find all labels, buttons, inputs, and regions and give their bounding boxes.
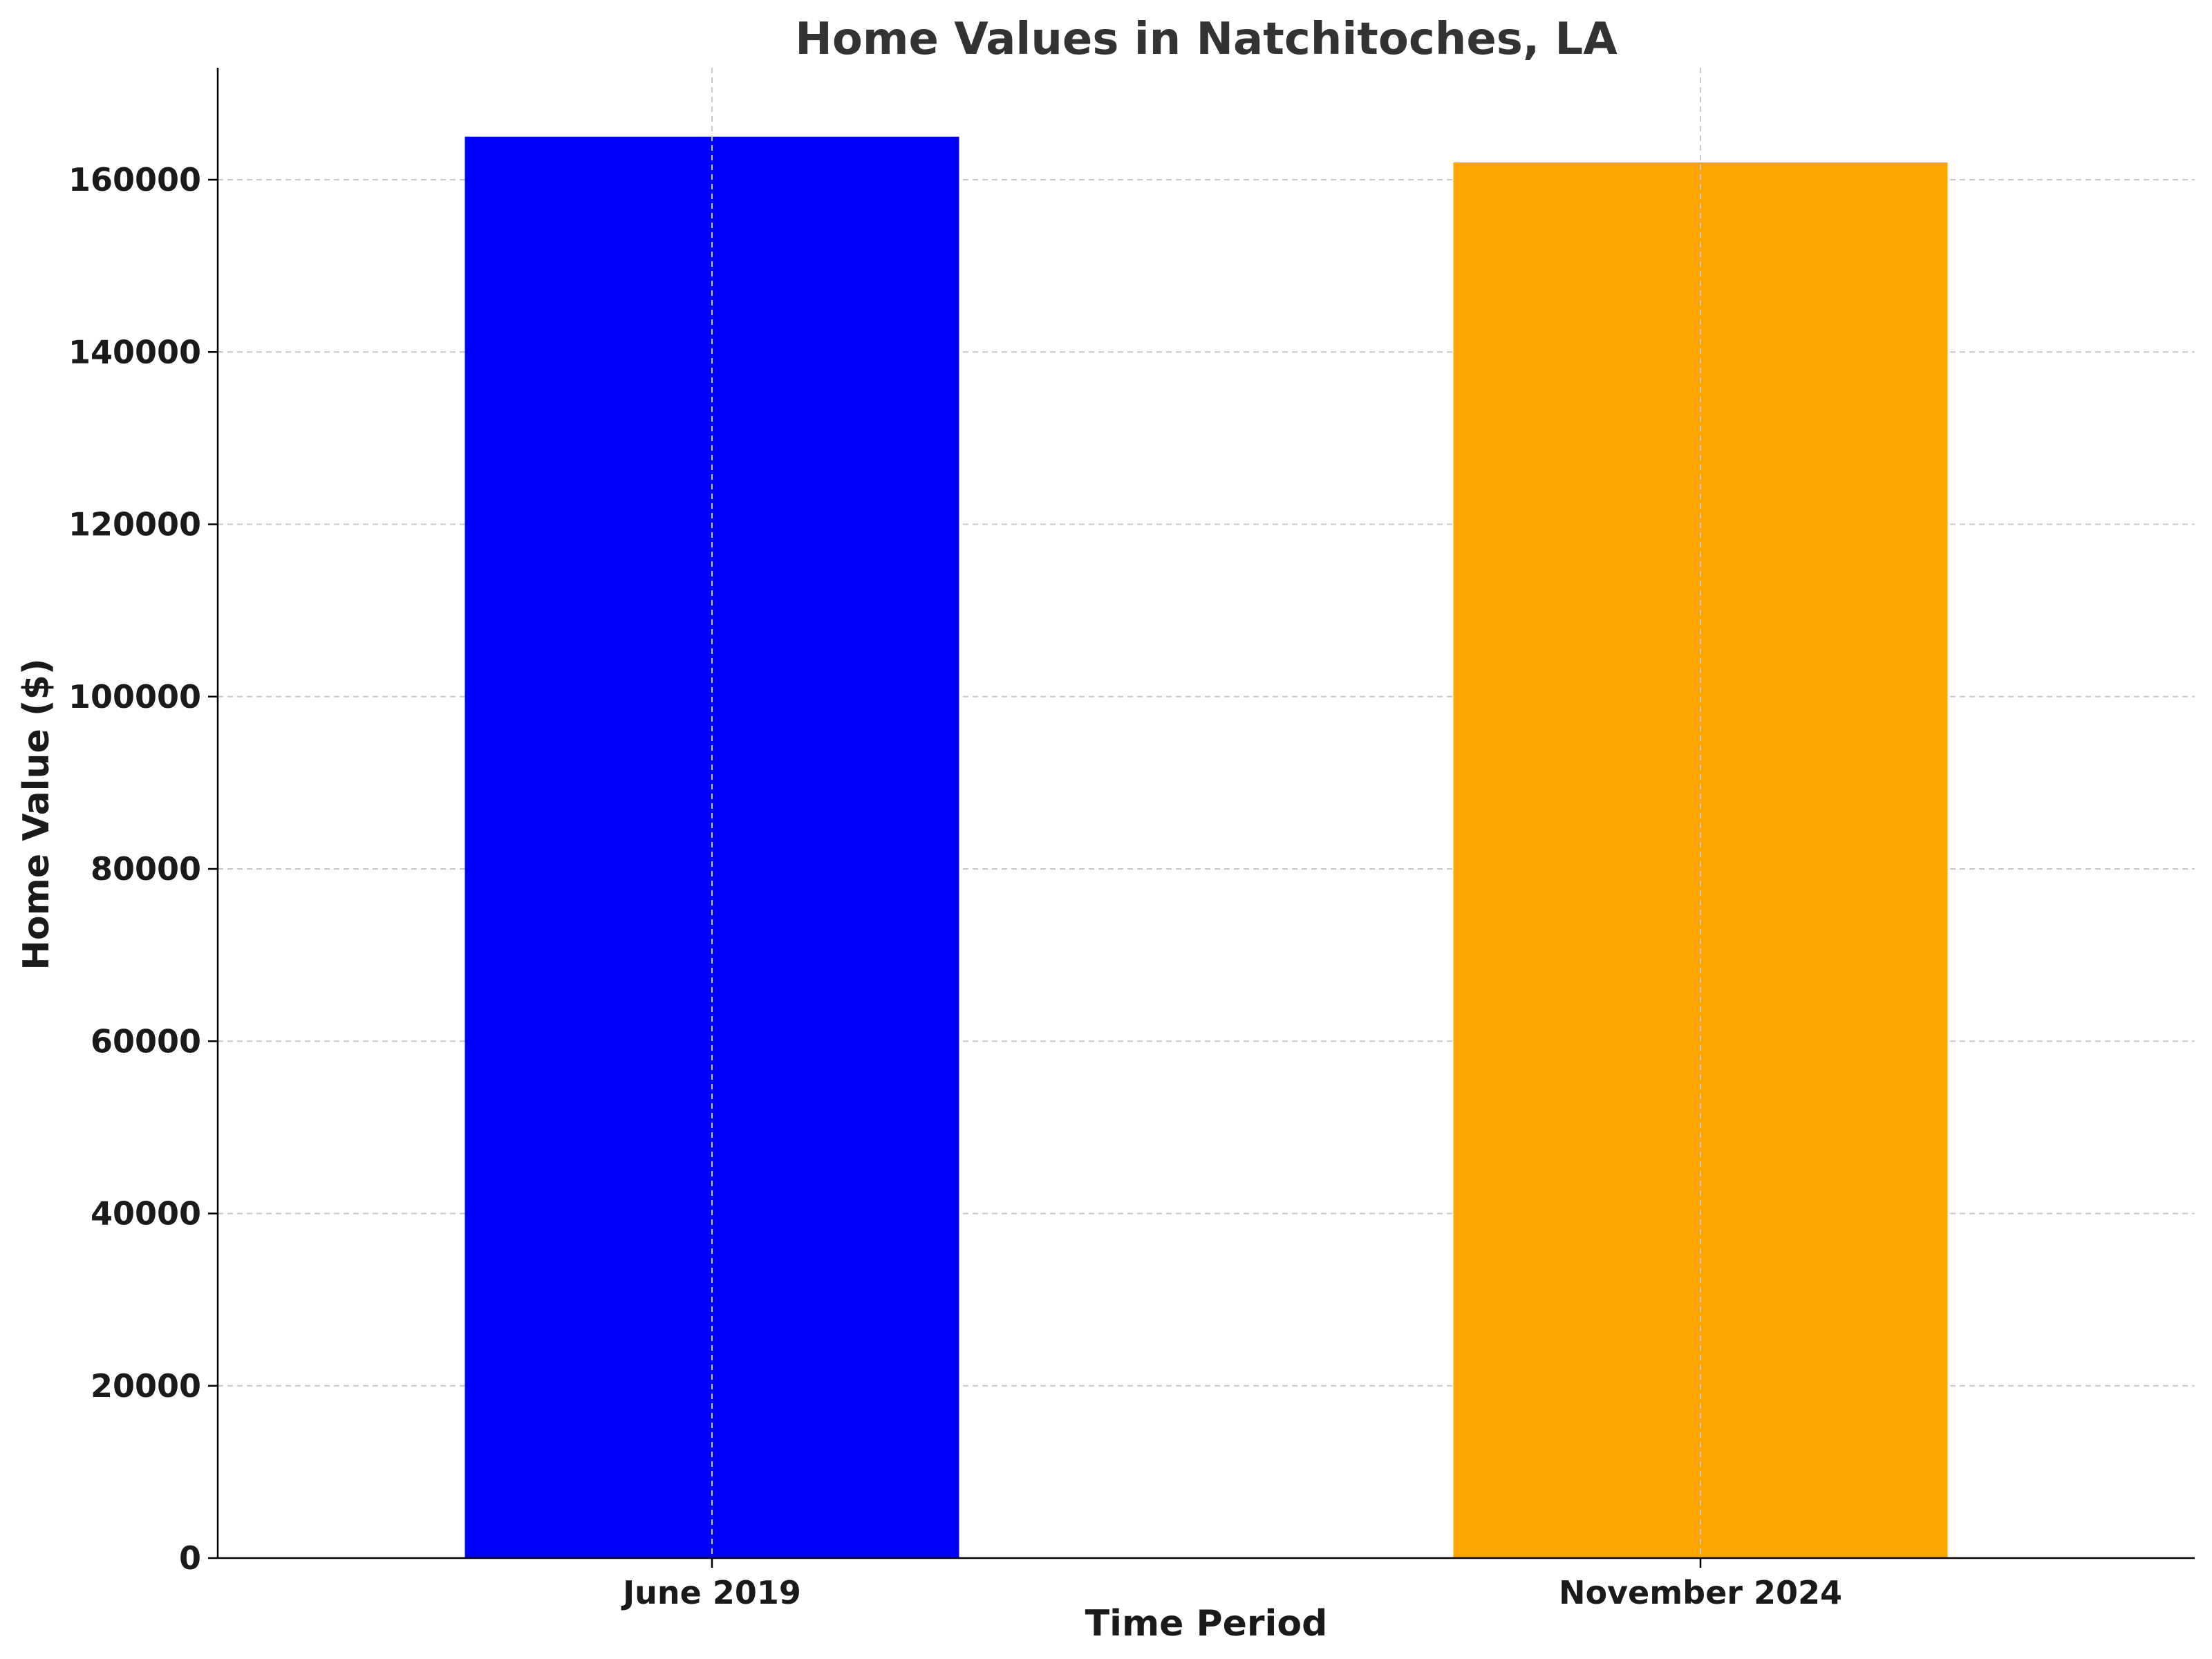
y-tick-label: 160000: [68, 161, 201, 198]
y-tick-label: 100000: [68, 678, 201, 715]
x-tick-label: June 2019: [621, 1574, 801, 1611]
y-tick-label: 40000: [91, 1195, 201, 1232]
y-tick-label: 20000: [91, 1367, 201, 1405]
y-tick-label: 80000: [91, 850, 201, 888]
x-axis-label: Time Period: [1085, 1603, 1328, 1644]
chart-title: Home Values in Natchitoches, LA: [795, 14, 1618, 65]
bar-layer: [465, 136, 1948, 1559]
axis-layer: 0 20000 40000 60000 80000 100000 120000 140000 1…: [68, 68, 2195, 1611]
bar: [1453, 162, 1948, 1559]
y-axis-label: Home Value ($): [16, 658, 57, 970]
y-tick-label: 0: [179, 1539, 201, 1577]
y-tick-label: 60000: [91, 1022, 201, 1060]
y-tick-label: 140000: [68, 333, 201, 371]
y-tick-label: 120000: [68, 506, 201, 543]
x-tick-label: November 2024: [1559, 1574, 1842, 1611]
